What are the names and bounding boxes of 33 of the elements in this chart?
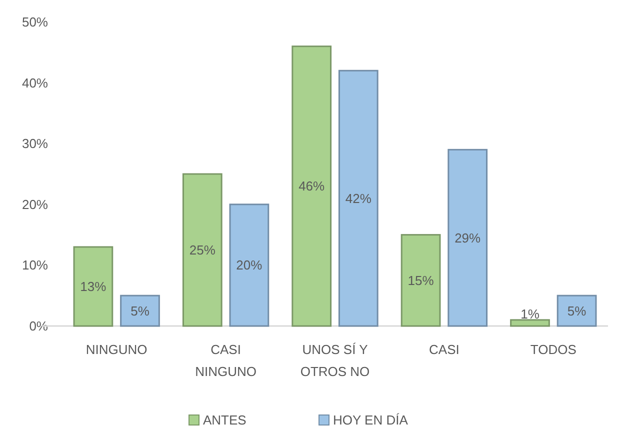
bar	[338, 70, 378, 327]
bar	[400, 234, 441, 327]
bar	[510, 319, 550, 327]
y-tick-label: 50%	[22, 14, 48, 30]
bar	[229, 204, 270, 327]
x-tick-label: NINGUNO	[86, 342, 148, 357]
y-tick-label: 10%	[22, 258, 48, 273]
data-label: 29%	[454, 230, 482, 246]
x-tick-label: UNOS SÍ Y OTROS NO	[300, 342, 370, 379]
data-label: 25%	[189, 242, 216, 258]
x-tick-label: TODOS	[530, 342, 577, 357]
legend-label: ANTES	[203, 412, 247, 428]
x-tick-label: CASI NINGUNO	[195, 342, 256, 379]
data-label: 13%	[80, 278, 107, 294]
bar	[448, 148, 488, 327]
data-label: 5%	[567, 303, 587, 318]
y-tick-label: 20%	[22, 196, 48, 212]
bar	[292, 46, 332, 327]
data-label: 1%	[520, 306, 540, 322]
legend-label: HOY EN DÍA	[333, 412, 408, 428]
bar	[73, 246, 114, 327]
data-label: 42%	[345, 190, 372, 206]
x-tick-label: CASI	[429, 342, 460, 357]
bar	[120, 294, 160, 327]
y-tick-label: 0%	[29, 318, 48, 334]
y-tick-label: 30%	[22, 136, 48, 152]
data-label: 20%	[236, 258, 263, 273]
bar	[182, 173, 222, 327]
data-label: 15%	[408, 272, 434, 288]
bar	[556, 294, 597, 327]
data-label: 5%	[130, 303, 150, 318]
data-label: 46%	[298, 178, 326, 194]
y-tick-label: 40%	[22, 75, 48, 90]
